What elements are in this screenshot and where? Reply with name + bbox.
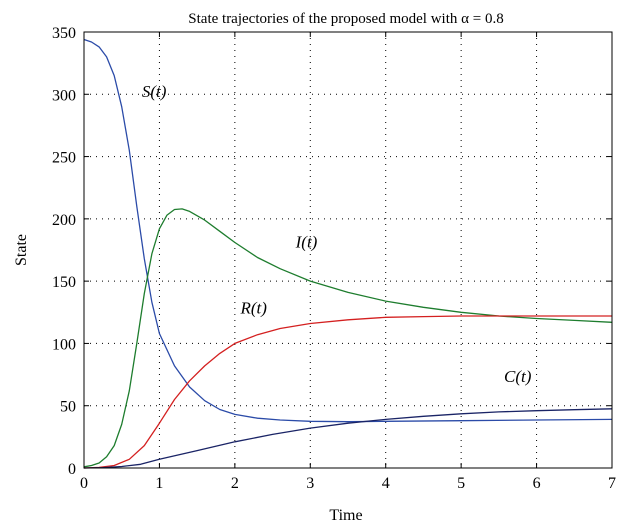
x-tick-label: 7 [608,475,616,492]
series-annotation: S(t) [142,82,167,101]
chart-title: State trajectories of the proposed model… [188,11,503,27]
x-tick-label: 6 [533,475,541,492]
x-axis-tick-labels: 0 1 2 3 4 5 6 7 [80,475,616,492]
series-line-st [83,38,613,423]
y-tick-label: 150 [52,274,76,291]
x-tick-label: 1 [155,475,163,492]
y-axis-tick-labels: 0 50 100 150 200 250 300 350 [52,25,76,478]
grid-lines [84,32,612,468]
x-tick-label: 2 [231,475,239,492]
series-lines [83,38,613,469]
y-tick-label: 350 [52,25,76,42]
x-axis-label: Time [329,507,362,524]
series-line-rt [83,315,612,469]
y-tick-label: 100 [52,336,76,353]
series-annotation: I(t) [295,233,318,252]
series-annotation: C(t) [504,367,532,386]
axis-ticks [83,31,613,469]
y-tick-label: 250 [52,150,76,167]
x-tick-label: 4 [382,475,390,492]
y-tick-label: 50 [60,399,76,416]
y-tick-label: 300 [52,87,76,104]
series-annotation: R(t) [239,299,267,318]
y-tick-label: 200 [52,212,76,229]
series-line-it [83,208,613,468]
x-tick-label: 3 [306,475,314,492]
x-tick-label: 0 [80,475,88,492]
y-axis-label: State [13,234,30,266]
x-tick-label: 5 [457,475,465,492]
y-tick-label: 0 [68,461,76,478]
series-line-ct [83,408,613,469]
series-annotations: S(t) I(t) R(t) C(t) [142,82,532,386]
plot-area-frame [83,31,613,469]
